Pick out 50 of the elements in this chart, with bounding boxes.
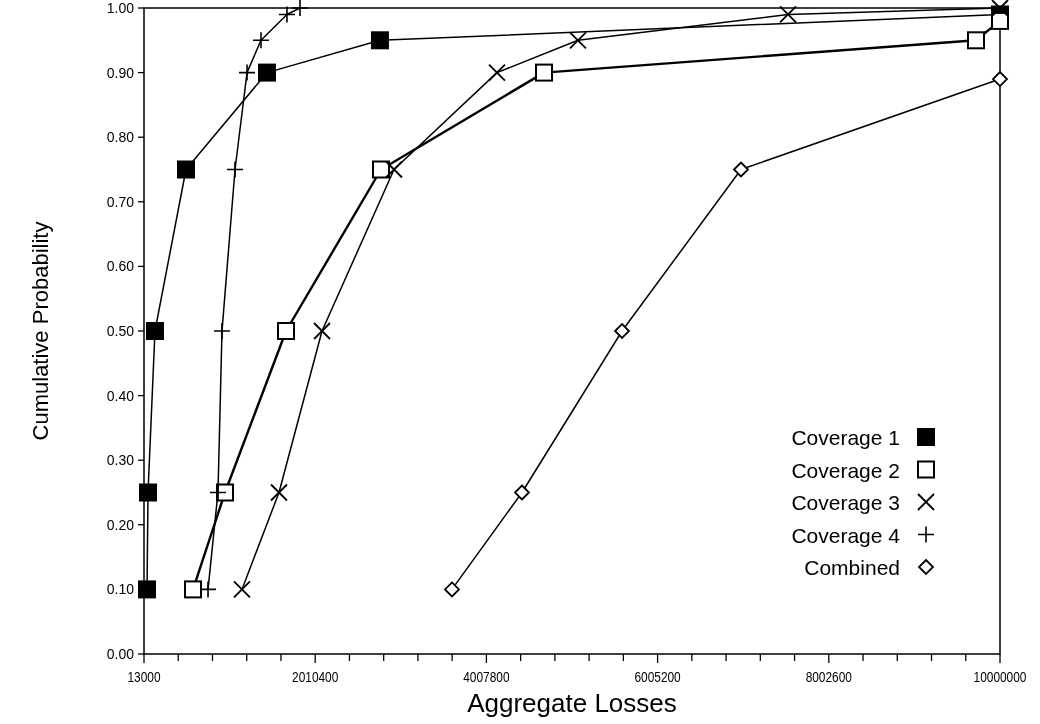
y-axis-title: Cumulative Probability <box>28 221 53 441</box>
y-tick-label: 0.30 <box>106 452 135 469</box>
point <box>385 160 403 179</box>
x-tick-label: 13000 <box>127 669 161 686</box>
point <box>313 322 331 340</box>
point <box>270 483 288 502</box>
y-tick-label: 0.70 <box>106 193 135 210</box>
x-tick-label: 6005200 <box>634 669 681 686</box>
legend-label: Combined <box>804 556 900 579</box>
point <box>184 580 203 599</box>
point <box>991 0 1009 17</box>
legend-label: Coverage 2 <box>791 458 900 482</box>
point <box>569 31 587 50</box>
point <box>209 483 227 502</box>
legend-label: Coverage 1 <box>791 426 900 449</box>
point <box>177 160 195 179</box>
y-tick-label: 0.10 <box>106 581 135 598</box>
x-axis-title: Aggregate Losses <box>467 688 677 718</box>
legend-label: Coverage 4 <box>791 523 901 547</box>
x-tick-label: 8002600 <box>805 669 852 686</box>
point <box>514 484 530 501</box>
y-tick-label: 0.00 <box>106 646 135 662</box>
y-tick-label: 0.60 <box>106 258 135 275</box>
point <box>991 11 1009 30</box>
point <box>138 580 156 599</box>
y-tick-label: 0.90 <box>106 64 135 81</box>
y-tick-label: 1.00 <box>106 0 135 16</box>
point <box>779 5 797 24</box>
x-tick-label: 4007800 <box>463 669 510 686</box>
point <box>371 160 390 179</box>
point <box>145 322 164 340</box>
y-tick-label: 0.40 <box>106 387 135 404</box>
point <box>488 63 506 82</box>
point <box>233 580 251 599</box>
point <box>535 63 554 82</box>
point <box>992 71 1008 87</box>
point <box>258 63 276 82</box>
y-tick-label: 0.80 <box>106 129 135 146</box>
point <box>444 581 460 598</box>
point <box>370 31 389 50</box>
x-tick-label: 10000000 <box>973 669 1027 686</box>
point <box>967 31 985 50</box>
y-tick-label: 0.20 <box>106 516 135 533</box>
point <box>733 161 749 178</box>
y-tick-label: 0.50 <box>106 323 135 339</box>
legend-label: Coverage 3 <box>791 491 900 514</box>
point <box>614 323 630 339</box>
point <box>277 322 296 340</box>
point <box>139 483 158 502</box>
x-tick-label: 2010400 <box>292 669 339 686</box>
